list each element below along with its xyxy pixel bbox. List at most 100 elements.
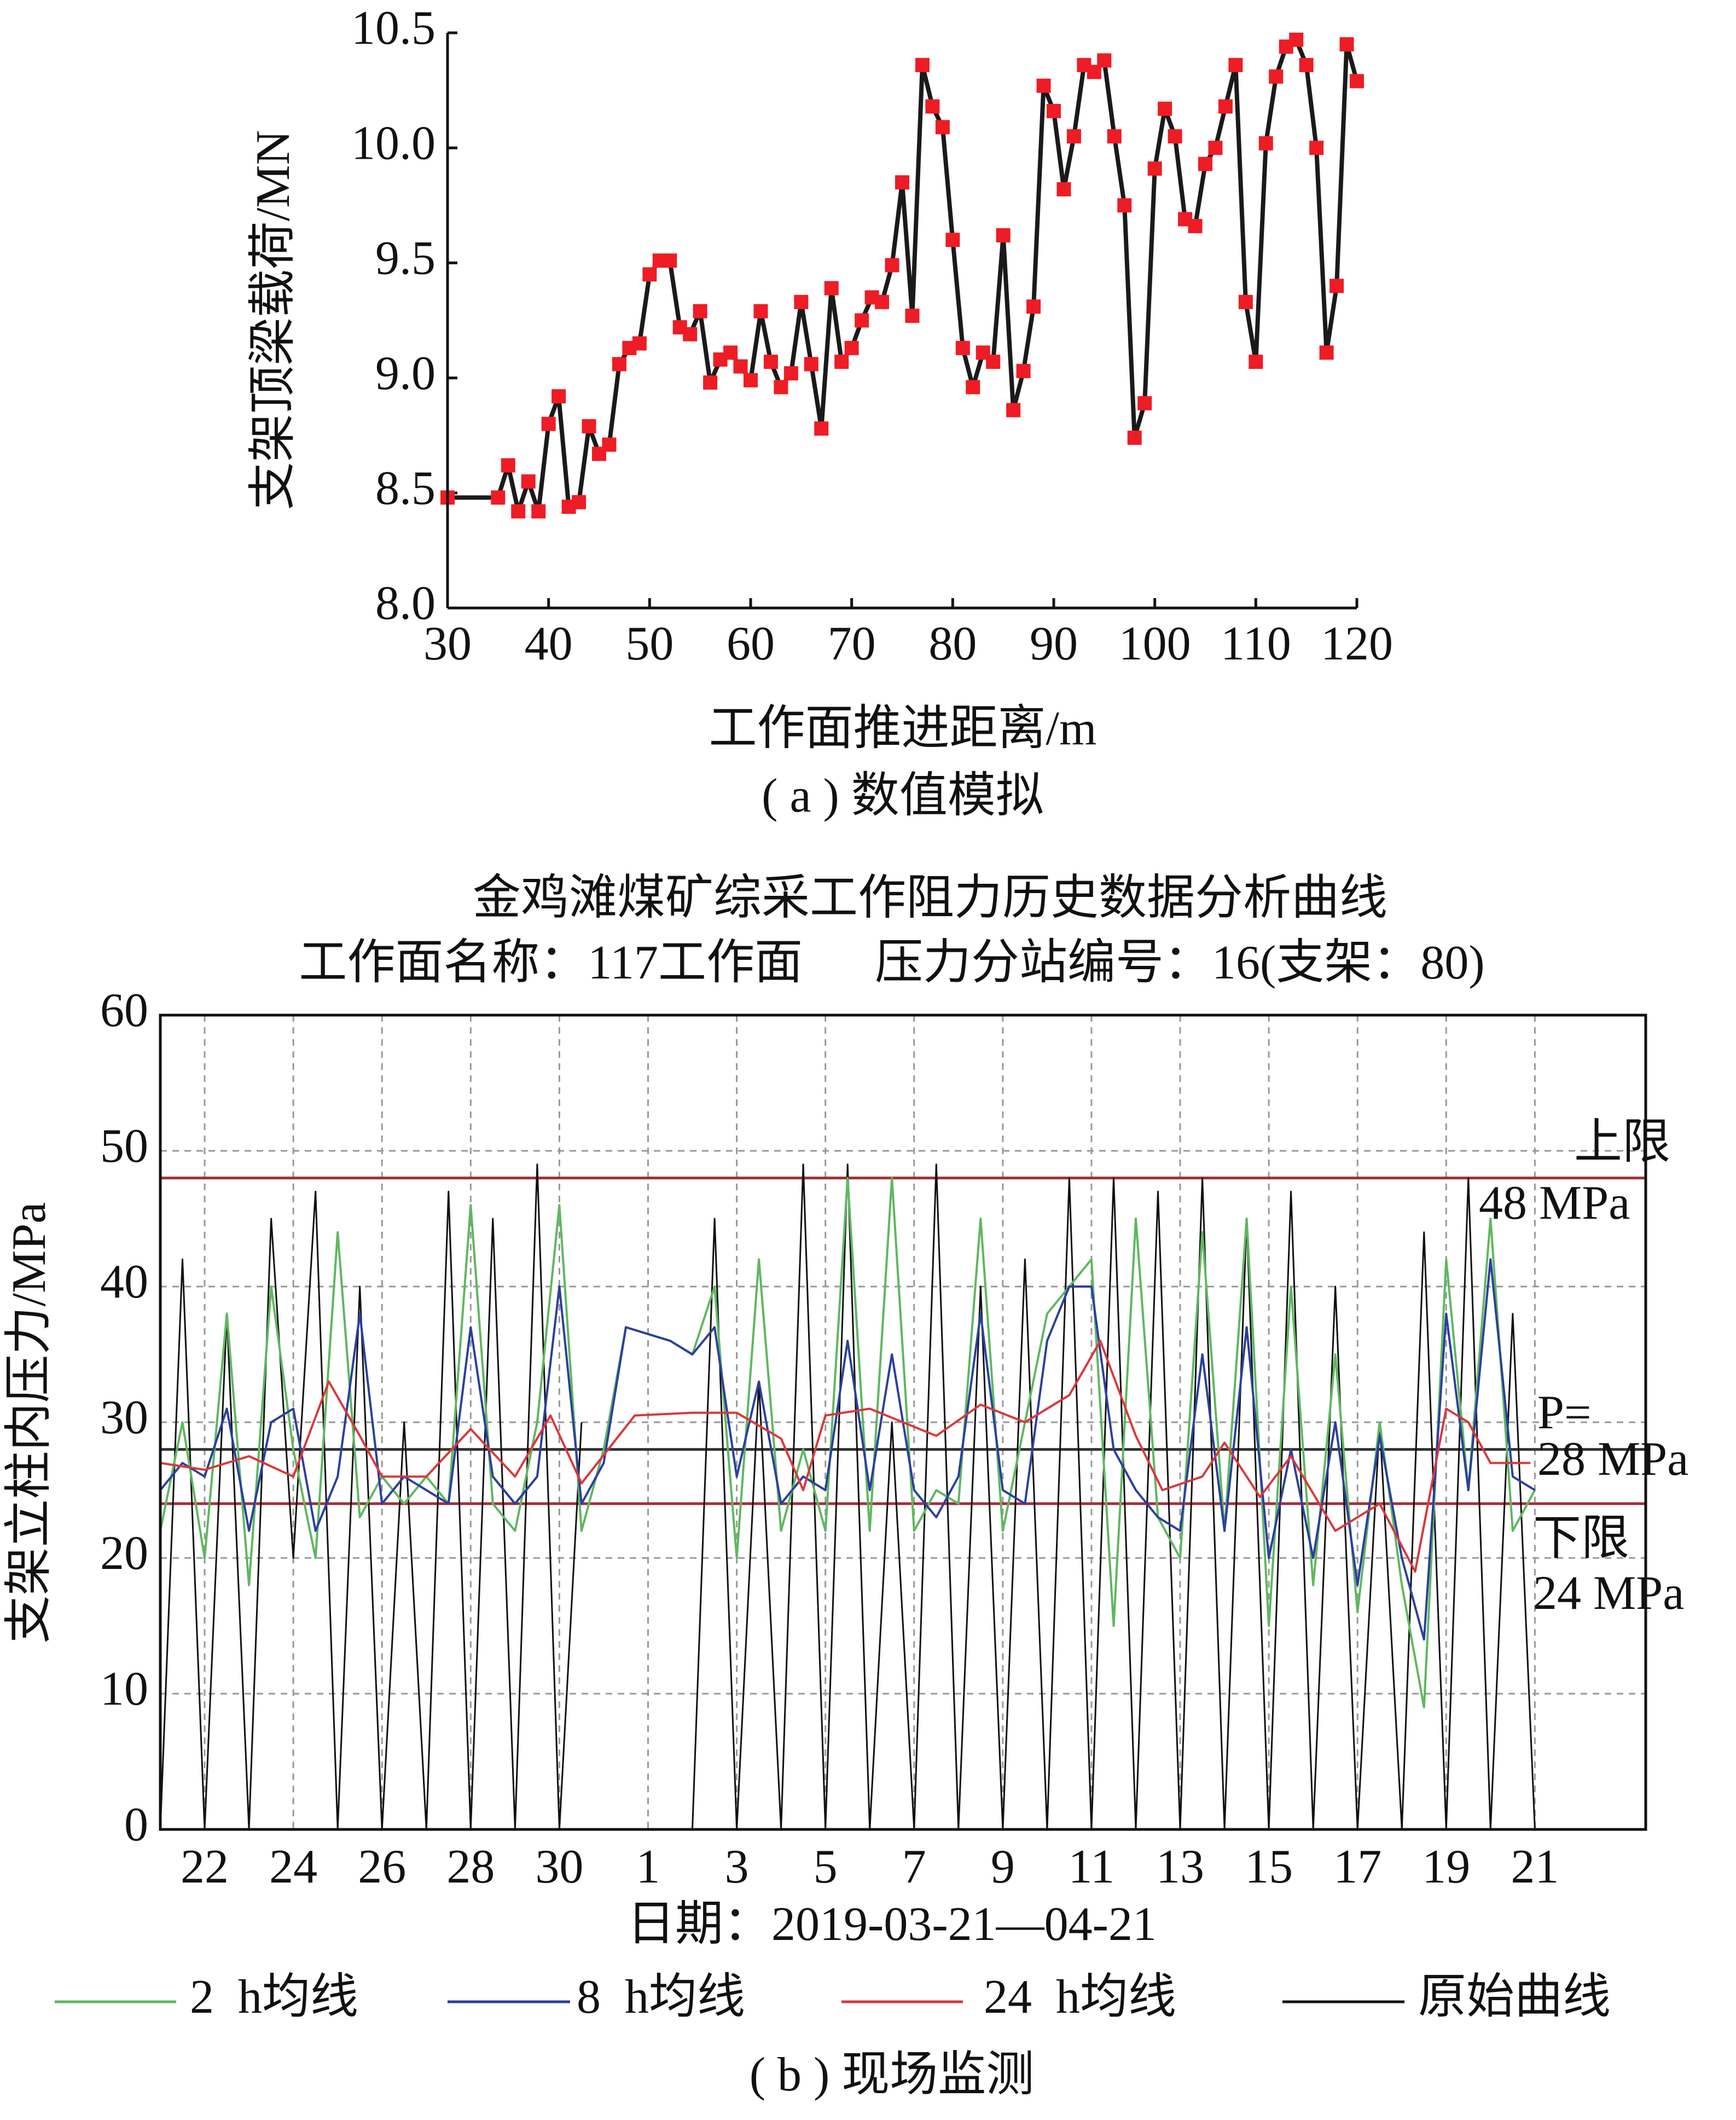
marker: [925, 99, 940, 114]
reference-label: 上限: [1574, 1116, 1670, 1169]
marker: [875, 294, 890, 309]
series-line: [159, 1163, 1536, 1831]
marker: [572, 495, 587, 509]
marker: [885, 258, 899, 273]
y-tick-label: 8.0: [375, 577, 436, 630]
y-tick-label: 30: [100, 1391, 148, 1444]
x-tick-label: 3: [725, 1840, 749, 1893]
x-tick-label: 24: [269, 1840, 317, 1893]
marker: [521, 474, 536, 489]
marker: [753, 304, 768, 318]
reference-value-label: 28 MPa: [1537, 1433, 1688, 1486]
marker: [763, 355, 778, 369]
marker: [935, 120, 950, 135]
marker: [632, 336, 647, 351]
marker: [1158, 101, 1172, 116]
marker: [1319, 345, 1334, 360]
marker: [693, 304, 707, 318]
marker: [1127, 430, 1142, 445]
marker: [1258, 136, 1273, 150]
marker: [955, 340, 970, 355]
x-axis-label: 日期：2019-03-21—04-21: [627, 1898, 1157, 1951]
y-axis-label: 支架立柱内压力/MPa: [3, 1202, 56, 1644]
legend-label: 8 h均线: [577, 1971, 745, 2024]
marker: [733, 359, 748, 374]
marker: [855, 313, 869, 328]
y-tick-label: 40: [100, 1255, 148, 1308]
marker: [1016, 363, 1031, 378]
marker: [1056, 182, 1071, 196]
marker: [783, 366, 798, 381]
x-tick-label: 120: [1321, 617, 1393, 670]
marker: [834, 355, 849, 369]
reference-label: P=: [1537, 1386, 1592, 1439]
marker: [774, 380, 788, 395]
marker: [1147, 161, 1162, 176]
marker: [551, 389, 566, 404]
marker: [814, 421, 829, 436]
marker: [1006, 403, 1021, 418]
marker: [511, 504, 526, 519]
marker: [1026, 299, 1041, 314]
marker: [501, 458, 515, 473]
x-tick-label: 90: [1030, 617, 1078, 670]
marker: [1066, 129, 1081, 144]
x-tick-label: 30: [535, 1840, 583, 1893]
chart-title: 金鸡滩煤矿综采工作阻力历史数据分析曲线: [473, 872, 1387, 925]
x-tick-label: 21: [1511, 1840, 1559, 1893]
x-tick-label: 110: [1221, 617, 1291, 670]
marker: [905, 309, 920, 323]
y-tick-label: 20: [100, 1527, 148, 1580]
x-tick-label: 19: [1422, 1840, 1470, 1893]
reference-label: 下限: [1533, 1512, 1629, 1565]
x-tick-label: 26: [358, 1840, 406, 1893]
marker: [1228, 57, 1243, 72]
marker: [744, 373, 758, 387]
x-tick-label: 100: [1119, 617, 1191, 670]
x-tick-label: 13: [1156, 1840, 1204, 1893]
reference-value-label: 48 MPa: [1479, 1177, 1630, 1230]
marker: [703, 375, 718, 390]
x-tick-label: 50: [625, 617, 674, 670]
marker: [986, 355, 1001, 369]
marker: [582, 419, 596, 433]
x-tick-label: 17: [1333, 1840, 1381, 1893]
marker: [1107, 129, 1122, 144]
x-tick-label: 60: [727, 617, 775, 670]
marker: [996, 228, 1011, 242]
series-line: [159, 1258, 1536, 1641]
x-tick-label: 9: [991, 1840, 1015, 1893]
x-tick-label: 30: [423, 617, 472, 670]
marker: [642, 267, 657, 282]
y-tick-label: 10.0: [351, 117, 436, 170]
marker: [1249, 355, 1263, 369]
marker: [1168, 129, 1182, 144]
x-tick-label: 80: [928, 617, 977, 670]
marker: [602, 437, 617, 452]
marker: [1198, 157, 1212, 171]
marker: [945, 233, 960, 247]
x-tick-label: 40: [525, 617, 573, 670]
y-tick-label: 0: [124, 1798, 148, 1851]
series-line: [160, 1340, 1531, 1573]
y-tick-label: 50: [100, 1120, 148, 1173]
marker: [1137, 396, 1152, 410]
reference-value-label: 24 MPa: [1533, 1567, 1684, 1620]
marker: [1339, 37, 1354, 52]
marker: [1289, 32, 1304, 47]
chart-subtitle: 工作面名称：117工作面 压力分站编号：16(支架：80): [299, 936, 1484, 989]
x-tick-label: 11: [1069, 1840, 1115, 1893]
marker: [491, 490, 506, 505]
y-tick-label: 9.0: [375, 347, 436, 400]
marker: [1309, 141, 1324, 155]
marker: [1036, 78, 1051, 93]
marker: [683, 327, 698, 341]
marker: [1299, 57, 1314, 72]
marker: [663, 253, 677, 268]
legend-label: 原始曲线: [1418, 1971, 1611, 2024]
y-tick-label: 10: [100, 1663, 148, 1716]
marker: [723, 345, 738, 360]
marker: [1269, 69, 1284, 84]
x-tick-label: 28: [446, 1840, 495, 1893]
